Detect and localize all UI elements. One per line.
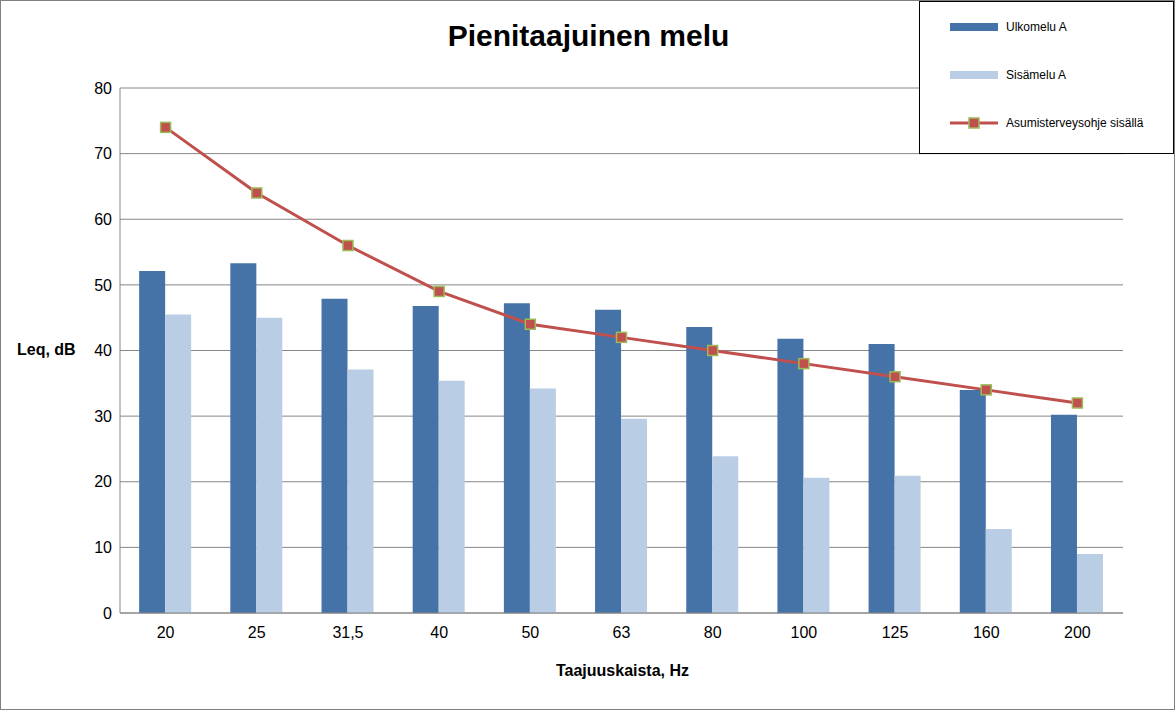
html-text:Sisämelu A: Sisämelu A [1006, 68, 1066, 82]
html-text:Pienitaajuinen melu: Pienitaajuinen melu [447, 19, 730, 52]
html-text:Taajuuskaista, Hz: Taajuuskaista, Hz [556, 662, 689, 679]
html-text:Asumisterveysohje sisällä: Asumisterveysohje sisällä [1006, 116, 1144, 130]
svg-text:30: 30 [94, 408, 112, 425]
svg-text:70: 70 [94, 145, 112, 162]
svg-text:80: 80 [94, 80, 112, 97]
svg-text:20: 20 [94, 473, 112, 490]
svg-text:80: 80 [704, 624, 722, 641]
svg-text:20: 20 [157, 624, 175, 641]
svg-text:100: 100 [791, 624, 818, 641]
svg-text:50: 50 [521, 624, 539, 641]
svg-text:0: 0 [103, 605, 112, 622]
svg-text:31,5: 31,5 [332, 624, 363, 641]
svg-text:40: 40 [94, 342, 112, 359]
svg-text:125: 125 [882, 624, 909, 641]
svg-text:160: 160 [973, 624, 1000, 641]
svg-text:40: 40 [430, 624, 448, 641]
svg-text:50: 50 [94, 277, 112, 294]
html-text:Leq, dB: Leq, dB [17, 341, 76, 358]
svg-text:60: 60 [94, 211, 112, 228]
svg-text:10: 10 [94, 539, 112, 556]
html-text:Ulkomelu A: Ulkomelu A [1006, 20, 1067, 34]
svg-text:63: 63 [613, 624, 631, 641]
svg-text:25: 25 [248, 624, 266, 641]
svg-text:200: 200 [1064, 624, 1091, 641]
